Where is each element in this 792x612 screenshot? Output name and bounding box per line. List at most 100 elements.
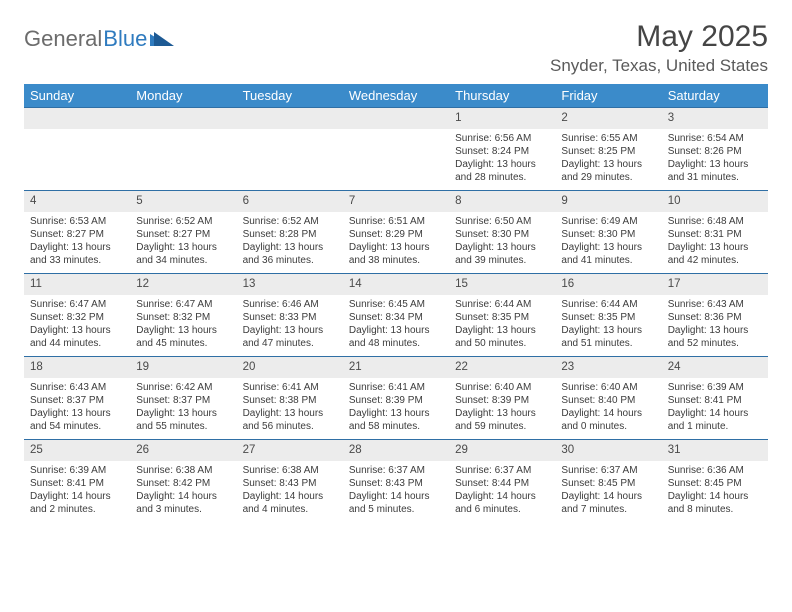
day-detail-cell: Sunrise: 6:44 AMSunset: 8:35 PMDaylight:…	[555, 295, 661, 357]
detail-row: Sunrise: 6:43 AMSunset: 8:37 PMDaylight:…	[24, 378, 768, 440]
sunset-text: Sunset: 8:39 PM	[455, 394, 549, 407]
daynum-row: 18192021222324	[24, 356, 768, 377]
day-header: Friday	[555, 84, 661, 108]
sunset-text: Sunset: 8:43 PM	[349, 477, 443, 490]
daylight-text-1: Daylight: 13 hours	[136, 407, 230, 420]
day-detail-cell: Sunrise: 6:54 AMSunset: 8:26 PMDaylight:…	[662, 129, 768, 191]
daynum-row: 123	[24, 108, 768, 129]
day-detail-cell: Sunrise: 6:40 AMSunset: 8:40 PMDaylight:…	[555, 378, 661, 440]
day-number-cell: 16	[555, 273, 661, 294]
sunset-text: Sunset: 8:38 PM	[243, 394, 337, 407]
sunrise-text: Sunrise: 6:37 AM	[349, 464, 443, 477]
day-number-cell: 12	[130, 273, 236, 294]
day-number-cell	[130, 108, 236, 129]
day-number-cell	[24, 108, 130, 129]
detail-row: Sunrise: 6:47 AMSunset: 8:32 PMDaylight:…	[24, 295, 768, 357]
daylight-text-2: and 44 minutes.	[30, 337, 124, 350]
sunrise-text: Sunrise: 6:49 AM	[561, 215, 655, 228]
sunrise-text: Sunrise: 6:54 AM	[668, 132, 762, 145]
sunset-text: Sunset: 8:39 PM	[349, 394, 443, 407]
daylight-text-1: Daylight: 14 hours	[30, 490, 124, 503]
sunset-text: Sunset: 8:28 PM	[243, 228, 337, 241]
sunrise-text: Sunrise: 6:42 AM	[136, 381, 230, 394]
sunset-text: Sunset: 8:45 PM	[561, 477, 655, 490]
daylight-text-2: and 29 minutes.	[561, 171, 655, 184]
sunset-text: Sunset: 8:24 PM	[455, 145, 549, 158]
sunrise-text: Sunrise: 6:38 AM	[136, 464, 230, 477]
daylight-text-2: and 8 minutes.	[668, 503, 762, 516]
sunrise-text: Sunrise: 6:55 AM	[561, 132, 655, 145]
sunrise-text: Sunrise: 6:56 AM	[455, 132, 549, 145]
day-number-cell: 31	[662, 439, 768, 460]
daylight-text-1: Daylight: 13 hours	[136, 241, 230, 254]
daylight-text-2: and 28 minutes.	[455, 171, 549, 184]
day-detail-cell: Sunrise: 6:36 AMSunset: 8:45 PMDaylight:…	[662, 461, 768, 522]
daynum-row: 45678910	[24, 190, 768, 211]
daylight-text-1: Daylight: 14 hours	[561, 407, 655, 420]
sunrise-text: Sunrise: 6:38 AM	[243, 464, 337, 477]
sunset-text: Sunset: 8:25 PM	[561, 145, 655, 158]
day-number-cell: 18	[24, 356, 130, 377]
sunrise-text: Sunrise: 6:50 AM	[455, 215, 549, 228]
daylight-text-1: Daylight: 13 hours	[455, 407, 549, 420]
day-number-cell: 9	[555, 190, 661, 211]
daylight-text-1: Daylight: 13 hours	[561, 241, 655, 254]
sunrise-text: Sunrise: 6:41 AM	[243, 381, 337, 394]
sunrise-text: Sunrise: 6:41 AM	[349, 381, 443, 394]
sunset-text: Sunset: 8:26 PM	[668, 145, 762, 158]
sunset-text: Sunset: 8:40 PM	[561, 394, 655, 407]
daylight-text-1: Daylight: 13 hours	[455, 324, 549, 337]
detail-row: Sunrise: 6:56 AMSunset: 8:24 PMDaylight:…	[24, 129, 768, 191]
daylight-text-2: and 1 minute.	[668, 420, 762, 433]
day-header: Saturday	[662, 84, 768, 108]
sunrise-text: Sunrise: 6:53 AM	[30, 215, 124, 228]
day-detail-cell: Sunrise: 6:41 AMSunset: 8:39 PMDaylight:…	[343, 378, 449, 440]
daylight-text-1: Daylight: 14 hours	[668, 407, 762, 420]
sunrise-text: Sunrise: 6:47 AM	[30, 298, 124, 311]
sunrise-text: Sunrise: 6:48 AM	[668, 215, 762, 228]
location-subtitle: Snyder, Texas, United States	[550, 56, 768, 76]
daylight-text-1: Daylight: 13 hours	[349, 324, 443, 337]
daylight-text-2: and 4 minutes.	[243, 503, 337, 516]
daylight-text-1: Daylight: 13 hours	[243, 407, 337, 420]
daylight-text-2: and 34 minutes.	[136, 254, 230, 267]
day-detail-cell: Sunrise: 6:53 AMSunset: 8:27 PMDaylight:…	[24, 212, 130, 274]
daylight-text-1: Daylight: 13 hours	[455, 241, 549, 254]
day-number-cell: 22	[449, 356, 555, 377]
daylight-text-2: and 38 minutes.	[349, 254, 443, 267]
day-number-cell: 21	[343, 356, 449, 377]
day-detail-cell: Sunrise: 6:49 AMSunset: 8:30 PMDaylight:…	[555, 212, 661, 274]
day-detail-cell: Sunrise: 6:37 AMSunset: 8:43 PMDaylight:…	[343, 461, 449, 522]
day-number-cell: 28	[343, 439, 449, 460]
day-detail-cell: Sunrise: 6:39 AMSunset: 8:41 PMDaylight:…	[662, 378, 768, 440]
brand-mark-icon	[150, 28, 176, 51]
day-detail-cell: Sunrise: 6:41 AMSunset: 8:38 PMDaylight:…	[237, 378, 343, 440]
calendar-table: Sunday Monday Tuesday Wednesday Thursday…	[24, 84, 768, 522]
daylight-text-1: Daylight: 13 hours	[455, 158, 549, 171]
day-header: Monday	[130, 84, 236, 108]
day-number-cell: 13	[237, 273, 343, 294]
month-title: May 2025	[550, 20, 768, 54]
day-header: Thursday	[449, 84, 555, 108]
day-number-cell: 14	[343, 273, 449, 294]
day-detail-cell: Sunrise: 6:46 AMSunset: 8:33 PMDaylight:…	[237, 295, 343, 357]
day-detail-cell: Sunrise: 6:47 AMSunset: 8:32 PMDaylight:…	[24, 295, 130, 357]
daylight-text-1: Daylight: 13 hours	[349, 241, 443, 254]
day-detail-cell: Sunrise: 6:50 AMSunset: 8:30 PMDaylight:…	[449, 212, 555, 274]
day-number-cell: 6	[237, 190, 343, 211]
day-number-cell: 10	[662, 190, 768, 211]
sunrise-text: Sunrise: 6:45 AM	[349, 298, 443, 311]
day-detail-cell: Sunrise: 6:37 AMSunset: 8:44 PMDaylight:…	[449, 461, 555, 522]
daylight-text-1: Daylight: 14 hours	[561, 490, 655, 503]
daylight-text-1: Daylight: 13 hours	[668, 158, 762, 171]
daylight-text-2: and 31 minutes.	[668, 171, 762, 184]
sunset-text: Sunset: 8:36 PM	[668, 311, 762, 324]
daylight-text-2: and 7 minutes.	[561, 503, 655, 516]
detail-row: Sunrise: 6:39 AMSunset: 8:41 PMDaylight:…	[24, 461, 768, 522]
daylight-text-1: Daylight: 13 hours	[561, 158, 655, 171]
day-detail-cell	[343, 129, 449, 191]
daylight-text-2: and 5 minutes.	[349, 503, 443, 516]
day-detail-cell: Sunrise: 6:43 AMSunset: 8:36 PMDaylight:…	[662, 295, 768, 357]
daylight-text-1: Daylight: 14 hours	[455, 490, 549, 503]
daylight-text-1: Daylight: 13 hours	[243, 324, 337, 337]
